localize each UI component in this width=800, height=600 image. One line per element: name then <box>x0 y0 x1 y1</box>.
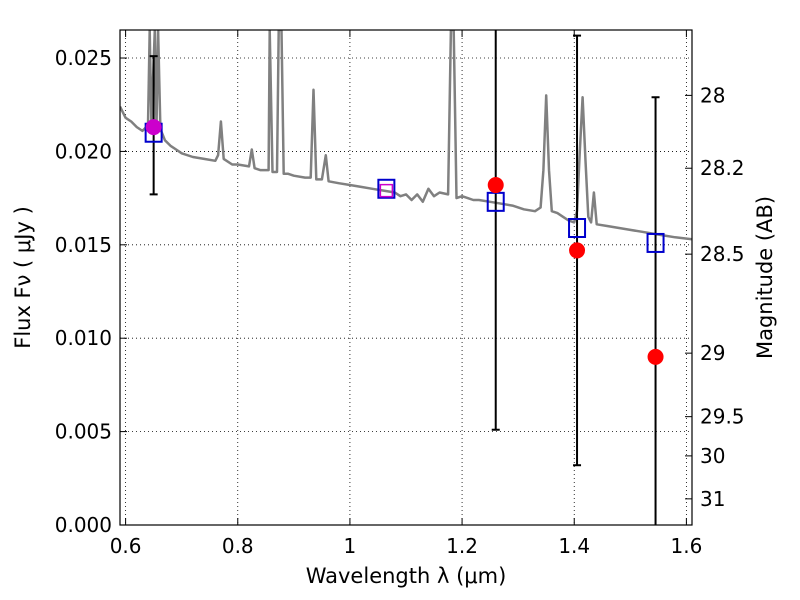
plot-frame <box>119 29 693 526</box>
x-tick-label: 1.2 <box>446 534 478 558</box>
observed-point <box>487 177 504 194</box>
model-photometry-square <box>646 232 665 253</box>
y2-tick-label: 28.5 <box>700 242 745 266</box>
grid <box>120 30 692 526</box>
y-tick-label: 0.005 <box>55 420 112 444</box>
y-tick-label: 0.010 <box>55 326 112 350</box>
observed-point <box>569 242 586 259</box>
axis-ticks: 0.6 0.8 1 1.2 1.4 1.6 0.000 0.005 0.010 0.015 0.02… <box>55 30 745 558</box>
observed-point <box>379 183 394 198</box>
y-tick-label: 0.020 <box>55 139 112 163</box>
x-tick-label: 0.8 <box>222 534 254 558</box>
y2-tick-label: 29.5 <box>700 405 745 429</box>
x-tick-label: 1.6 <box>670 534 702 558</box>
observed-point <box>647 348 664 365</box>
y2-axis-label: Magnitude (AB) <box>753 196 777 359</box>
y2-tick-label: 29 <box>700 341 725 365</box>
x-axis-label: Wavelength λ (μm) <box>306 564 507 588</box>
x-tick-label: 0.6 <box>110 534 142 558</box>
y-tick-label: 0.000 <box>55 513 112 537</box>
model-photometry-square <box>568 218 587 238</box>
y2-tick-label: 28.2 <box>700 156 745 180</box>
y2-tick-label: 28 <box>700 83 725 107</box>
y-axis-label: Flux Fν ( μJy ) <box>11 206 35 349</box>
plot-area <box>120 30 692 525</box>
y-tick-label: 0.015 <box>55 233 112 257</box>
observed-point <box>145 119 162 136</box>
y2-tick-label: 30 <box>700 444 725 468</box>
x-tick-label: 1 <box>344 534 357 558</box>
y2-tick-label: 31 <box>700 487 725 511</box>
y-tick-label: 0.025 <box>55 46 112 70</box>
model-spectrum-line <box>120 30 692 241</box>
model-photometry-square <box>377 178 396 199</box>
x-tick-label: 1.4 <box>558 534 590 558</box>
